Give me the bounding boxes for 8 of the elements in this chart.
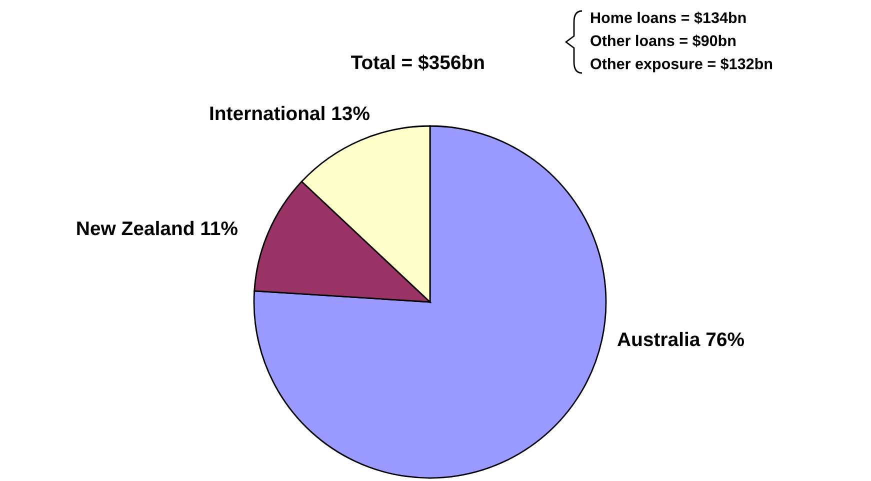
pie-slice [253,125,607,479]
slice-label: International 13% [210,106,370,120]
text: Other exposure = $132bn [590,58,772,72]
text: Other loans = $90bn [590,34,736,48]
text: Home loans = $134bn [591,12,746,24]
slice-label: New Zealand 11% [77,220,238,236]
text: Total = $356bn [351,54,484,70]
slice-label: Australia 76% [617,332,744,346]
